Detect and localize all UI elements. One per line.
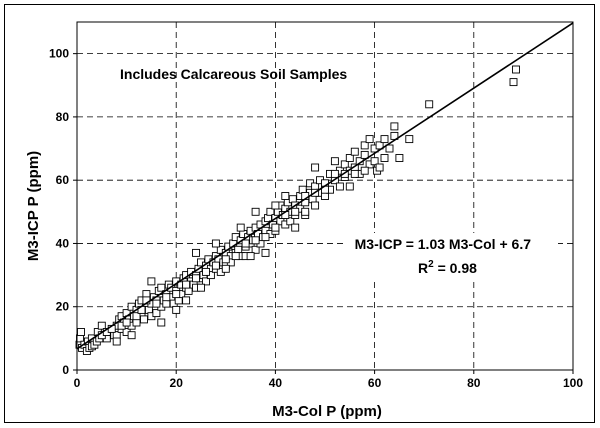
data-point (375, 163, 384, 172)
y-tick-label: 100 (49, 47, 69, 61)
data-point (385, 144, 394, 153)
data-point (291, 223, 300, 232)
r-squared-prefix: R (418, 260, 428, 276)
data-point (266, 207, 275, 216)
plot-area-border (76, 21, 574, 371)
data-point (390, 122, 399, 131)
data-point (127, 331, 136, 340)
data-point (350, 169, 359, 178)
y-tick-label: 0 (62, 363, 69, 377)
data-point (251, 236, 260, 245)
y-tick-label: 40 (56, 236, 70, 250)
data-point (251, 245, 260, 254)
r-squared-label: R2 = 0.98 (418, 259, 477, 276)
data-point (157, 318, 166, 327)
data-point (375, 141, 384, 150)
data-point (261, 248, 270, 257)
data-point (152, 299, 161, 308)
grid-lines (77, 22, 573, 370)
data-point (241, 239, 250, 248)
data-point (345, 182, 354, 191)
data-point (360, 150, 369, 159)
data-point (301, 207, 310, 216)
data-point (360, 141, 369, 150)
r-squared-value: = 0.98 (434, 260, 477, 276)
data-point (97, 321, 106, 330)
annotation-text: Includes Calcareous Soil Samples (120, 66, 347, 82)
data-point (340, 169, 349, 178)
data-point (311, 163, 320, 172)
data-point (182, 280, 191, 289)
data-point (152, 309, 161, 318)
data-point (202, 267, 210, 276)
data-point (360, 166, 369, 175)
regression-line (76, 22, 574, 350)
data-point (211, 239, 220, 248)
data-point (380, 135, 389, 144)
data-point (221, 255, 230, 264)
data-point (509, 78, 518, 87)
y-tick-label: 80 (56, 110, 70, 124)
data-points (75, 65, 520, 355)
x-axis-title: M3-Col P (ppm) (272, 403, 382, 420)
data-point (246, 252, 255, 261)
data-point (345, 154, 354, 162)
data-point (271, 223, 280, 232)
data-point (192, 248, 200, 257)
data-point (182, 296, 191, 305)
data-point (311, 201, 320, 210)
data-point (286, 217, 295, 226)
data-point (380, 154, 389, 162)
data-point (365, 135, 374, 144)
data-point (211, 261, 220, 270)
y-axis-title: M3-ICP P (ppm) (25, 151, 42, 261)
data-point (231, 252, 240, 261)
r-squared-superscript: 2 (428, 259, 434, 270)
data-point (405, 135, 414, 144)
data-point (221, 264, 230, 273)
data-point (122, 318, 131, 327)
data-point (251, 207, 260, 216)
x-tick-label: 20 (170, 376, 184, 390)
data-point (340, 160, 349, 169)
data-point (512, 65, 520, 74)
data-point (335, 182, 344, 191)
x-tick-label: 40 (269, 376, 283, 390)
regression-equation: M3-ICP = 1.03 M3-Col + 6.7 (355, 236, 532, 252)
data-point (147, 277, 156, 286)
data-point (236, 223, 245, 232)
data-point (261, 233, 270, 242)
x-tick-label: 100 (563, 376, 583, 390)
data-point (192, 274, 200, 283)
x-tick-label: 0 (74, 376, 81, 390)
equation-background (346, 233, 558, 281)
data-point (202, 277, 210, 286)
data-point (172, 290, 181, 299)
data-point (425, 100, 434, 109)
data-point (140, 315, 148, 324)
data-point (197, 283, 205, 292)
data-point (370, 157, 379, 166)
data-point (172, 305, 181, 314)
data-point (157, 283, 166, 292)
data-point (330, 157, 339, 166)
data-point (162, 293, 171, 302)
x-tick-label: 80 (467, 376, 481, 390)
axis-ticks: 0 20 40 60 80 100 0 20 40 60 80 100 (49, 47, 583, 390)
data-point (112, 337, 121, 346)
data-point (271, 201, 280, 210)
data-point (395, 154, 404, 162)
data-point (281, 192, 290, 200)
y-tick-label: 60 (56, 173, 70, 187)
x-tick-label: 60 (368, 376, 382, 390)
data-point (291, 207, 300, 216)
data-point (350, 147, 359, 156)
data-point (330, 169, 339, 178)
data-point (77, 328, 85, 336)
data-point (132, 312, 141, 321)
y-tick-label: 20 (56, 300, 70, 314)
